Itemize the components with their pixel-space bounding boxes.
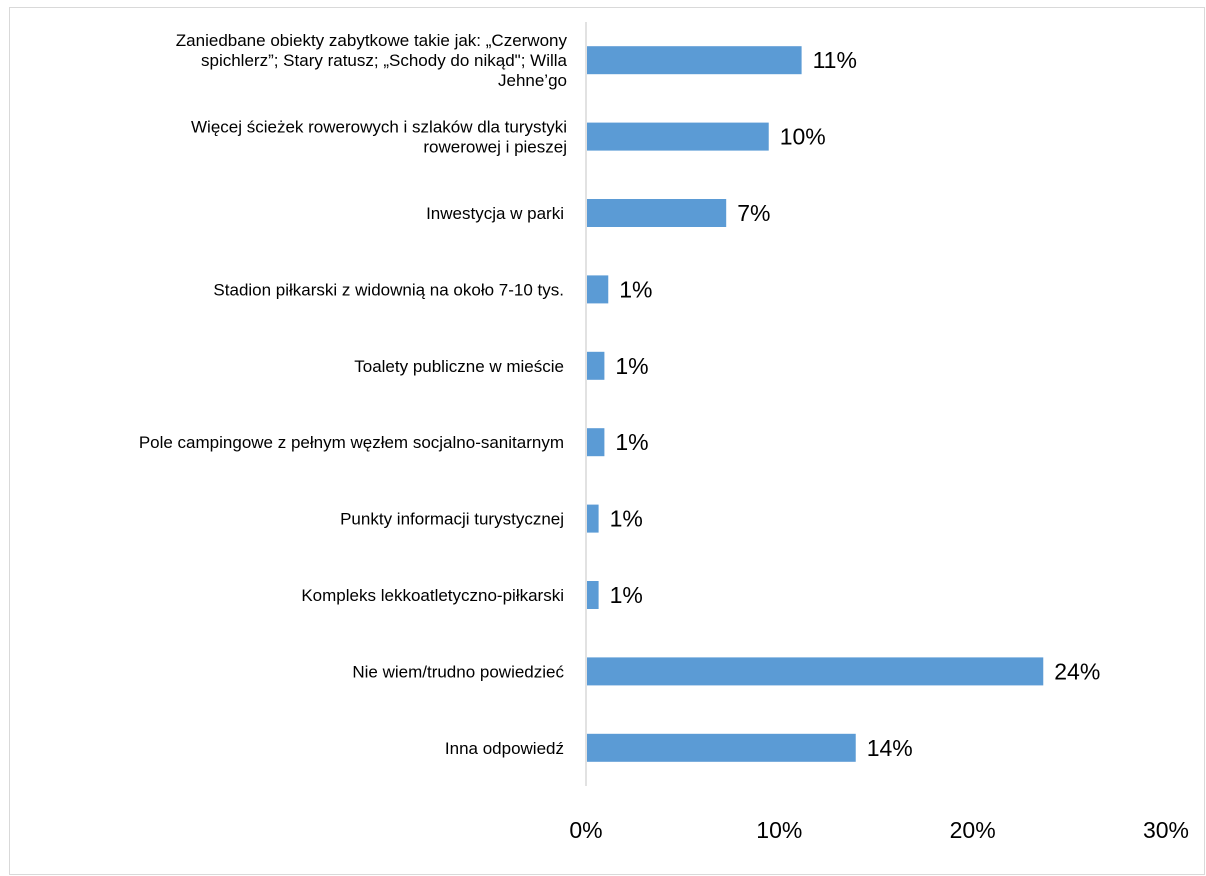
category-label: Kompleks lekkoatletyczno-piłkarski <box>301 586 564 605</box>
x-tick-label: 30% <box>1143 817 1189 843</box>
category-label: Nie wiem/trudno powiedzieć <box>352 662 564 681</box>
bar-value-label: 11% <box>813 47 857 73</box>
category-label-line: Punkty informacji turystycznej <box>340 510 564 529</box>
bars-group <box>587 46 1044 762</box>
category-label: Więcej ścieżek rowerowych i szlaków dla … <box>191 118 567 157</box>
bar <box>587 46 802 75</box>
bar <box>587 733 856 762</box>
category-label: Punkty informacji turystycznej <box>340 510 564 529</box>
category-label: Zaniedbane obiekty zabytkowe takie jak: … <box>176 31 568 90</box>
x-tick-label: 0% <box>569 817 602 843</box>
category-label-line: spichlerz”; Stary ratusz; „Schody do nik… <box>201 51 568 70</box>
category-label-line: Toalety publiczne w mieście <box>354 357 564 376</box>
category-label-line: Stadion piłkarski z widownią na około 7-… <box>213 280 564 299</box>
category-label: Stadion piłkarski z widownią na około 7-… <box>213 280 564 299</box>
x-tick-label: 10% <box>756 817 802 843</box>
category-label: Inna odpowiedź <box>445 739 564 758</box>
bar <box>587 581 599 609</box>
category-labels-group: Zaniedbane obiekty zabytkowe takie jak: … <box>139 31 568 758</box>
bar-value-label: 1% <box>610 582 643 608</box>
bar <box>587 199 727 227</box>
bar <box>587 428 605 457</box>
bar-value-label: 14% <box>867 735 913 761</box>
bar <box>587 504 599 533</box>
x-tick-label: 20% <box>950 817 996 843</box>
chart-frame <box>9 7 1205 875</box>
category-label-line: Inwestycja w parki <box>426 204 564 223</box>
category-label-line: Pole campingowe z pełnym węzłem socjalno… <box>139 433 564 452</box>
value-labels-group: 11% 10% 7% 1% 1% 1% 1% 1% 24% 14% <box>610 47 1101 761</box>
category-label-line: Jehne’go <box>498 71 567 90</box>
category-label-line: Nie wiem/trudno powiedzieć <box>352 662 564 681</box>
category-label-line: Zaniedbane obiekty zabytkowe takie jak: … <box>176 31 568 50</box>
category-label-line: Więcej ścieżek rowerowych i szlaków dla … <box>191 118 567 137</box>
bar-value-label: 1% <box>619 276 652 302</box>
bar <box>587 122 769 151</box>
x-tick-labels-group: 0% 10% 20% 30% <box>569 817 1189 843</box>
bar-value-label: 1% <box>610 506 643 532</box>
bar-value-label: 24% <box>1054 658 1100 684</box>
bar-value-label: 10% <box>780 124 826 150</box>
bar-value-label: 7% <box>737 200 770 226</box>
bar <box>587 657 1044 686</box>
bar-value-label: 1% <box>615 429 648 455</box>
bar <box>587 275 609 304</box>
category-label-line: Inna odpowiedź <box>445 739 564 758</box>
category-label: Inwestycja w parki <box>426 204 564 223</box>
bar <box>587 351 605 380</box>
category-label: Pole campingowe z pełnym węzłem socjalno… <box>139 433 564 452</box>
category-label: Toalety publiczne w mieście <box>354 357 564 376</box>
category-label-line: rowerowej i pieszej <box>423 138 567 157</box>
bar-value-label: 1% <box>615 353 648 379</box>
category-label-line: Kompleks lekkoatletyczno-piłkarski <box>301 586 564 605</box>
